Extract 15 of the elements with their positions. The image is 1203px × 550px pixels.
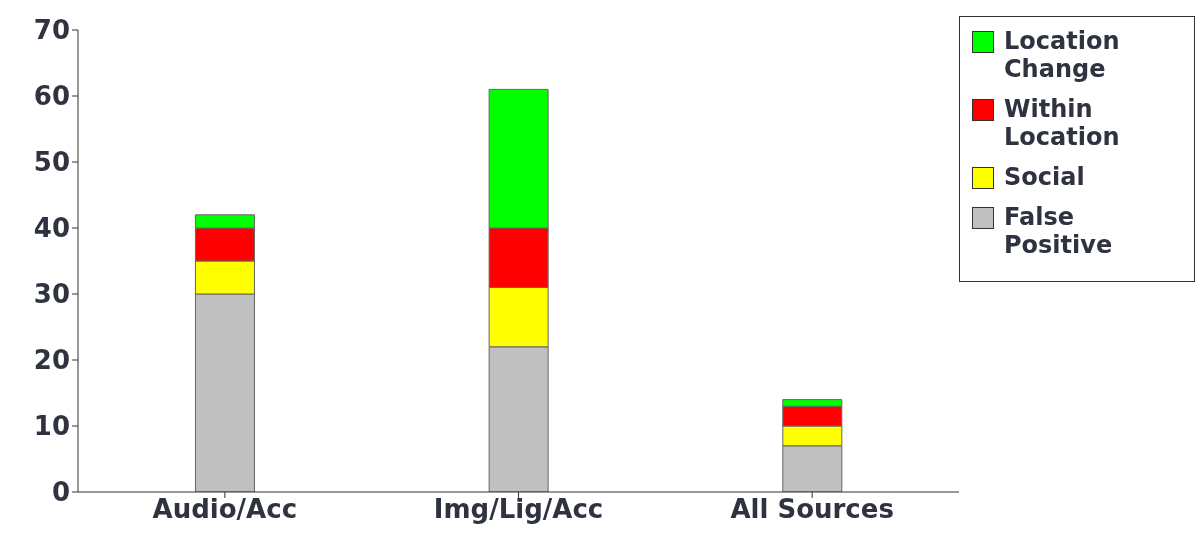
x-tick-label: Img/Lig/Acc bbox=[433, 494, 604, 525]
legend-label: Social bbox=[1004, 163, 1085, 191]
y-tick-label: 60 bbox=[33, 81, 70, 112]
legend-label: False Positive bbox=[1004, 203, 1114, 259]
x-tick-label: Audio/Acc bbox=[152, 494, 298, 525]
y-tick-label: 10 bbox=[33, 411, 70, 442]
legend-label: Within Location bbox=[1004, 95, 1121, 151]
y-tick-label: 20 bbox=[33, 345, 70, 376]
y-tick-label: 70 bbox=[33, 15, 70, 46]
y-tick-label: 0 bbox=[51, 477, 70, 508]
legend-label: Location Change bbox=[1004, 27, 1121, 83]
y-tick-label: 50 bbox=[33, 147, 70, 178]
y-tick-label: 30 bbox=[33, 279, 70, 310]
y-tick-label: 40 bbox=[33, 213, 70, 244]
x-tick-label: All Sources bbox=[730, 494, 894, 525]
